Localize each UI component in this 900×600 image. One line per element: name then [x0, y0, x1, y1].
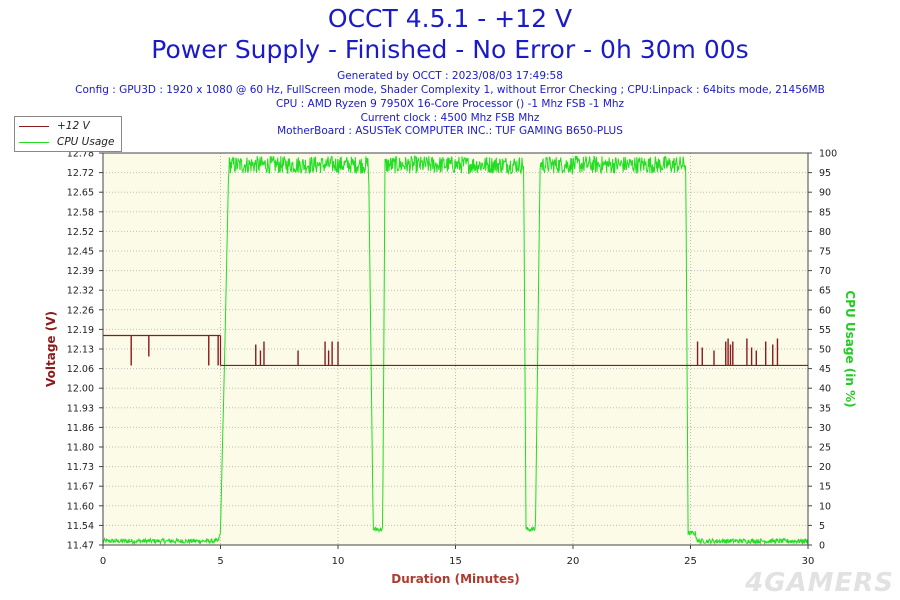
cpu-usage-line: [102, 155, 809, 546]
legend-item-cpu: CPU Usage: [19, 135, 114, 149]
chart-title-line1: OCCT 4.5.1 - +12 V: [327, 4, 573, 33]
y-tick-label: 11.93: [67, 403, 94, 414]
y-tick-label: 11.73: [67, 462, 94, 473]
x-axis-ticks: 0 5 10 15 20 25 30: [100, 545, 815, 567]
y-tick-label: 11.86: [67, 423, 94, 434]
y2-tick-label: 10: [819, 501, 831, 512]
motherboard-info: MotherBoard : ASUSTeK COMPUTER INC.: TUF…: [277, 125, 623, 137]
y2-tick-label: 45: [819, 364, 831, 375]
y2-tick-label: 60: [819, 305, 831, 316]
y2-tick-label: 75: [819, 247, 831, 258]
y-tick-label: 11.47: [67, 541, 94, 552]
clock-info: Current clock : 4500 Mhz FSB Mhz: [360, 112, 540, 124]
legend-swatch-cpu: [19, 141, 49, 143]
y2-tick-label: 0: [819, 541, 825, 552]
y2-tick-label: 65: [819, 286, 831, 297]
y-tick-label: 12.13: [67, 345, 94, 356]
plot-frame: [102, 152, 809, 546]
y-tick-label: 11.80: [67, 443, 94, 454]
y-tick-label: 12.72: [67, 168, 94, 179]
y-tick-label: 12.39: [67, 266, 94, 277]
y-tick-label: 12.58: [67, 207, 94, 218]
y2-tick-label: 5: [819, 521, 825, 532]
x-tick-label: 5: [217, 556, 223, 567]
watermark-logo: 4GAMERS: [745, 568, 894, 598]
y2-tick-label: 35: [819, 403, 831, 414]
y-tick-label: 12.78: [67, 149, 94, 160]
y-tick-label: 12.45: [67, 247, 94, 258]
y2-tick-label: 55: [819, 325, 831, 336]
y2-axis-ticks: 0 5 10 15 20 25 30 35 40 45 50 55 60 65 70 75 80 85 90 95 10…: [808, 149, 837, 552]
cpu-usage-series: [102, 155, 809, 546]
y2-tick-label: 15: [819, 482, 831, 493]
y2-tick-label: 40: [819, 384, 831, 395]
y-axis-ticks: 11.47 11.54 11.60 11.67 11.73 11.80 11.86 11.93…: [67, 149, 103, 552]
x-tick-label: 10: [332, 556, 345, 567]
x-tick-label: 30: [802, 556, 815, 567]
y-tick-label: 11.54: [67, 521, 94, 532]
x-tick-label: 15: [449, 556, 462, 567]
y2-tick-label: 80: [819, 227, 831, 238]
y-tick-label: 11.60: [67, 501, 94, 512]
y-tick-label: 12.52: [67, 227, 94, 238]
y2-tick-label: 70: [819, 266, 831, 277]
y-axis-label: Voltage (V): [44, 311, 58, 387]
y-tick-label: 12.00: [67, 384, 94, 395]
chart-legend: +12 V CPU Usage: [14, 116, 122, 152]
y-tick-label: 12.65: [67, 188, 94, 199]
x-tick-label: 0: [100, 556, 106, 567]
y2-axis-label: CPU Usage (in %): [843, 290, 857, 407]
legend-label-voltage: +12 V: [57, 120, 90, 132]
y2-tick-label: 85: [819, 207, 831, 218]
y2-tick-label: 50: [819, 345, 831, 356]
legend-swatch-voltage: [19, 125, 49, 127]
x-tick-label: 20: [567, 556, 580, 567]
legend-item-voltage: +12 V: [19, 119, 90, 133]
chart-title-line2: Power Supply - Finished - No Error - 0h …: [151, 35, 749, 64]
cpu-info: CPU : AMD Ryzen 9 7950X 16-Core Processo…: [275, 98, 625, 110]
legend-label-cpu: CPU Usage: [57, 136, 115, 148]
y2-tick-label: 20: [819, 462, 831, 473]
x-tick-label: 25: [684, 556, 697, 567]
x-axis-label: Duration (Minutes): [391, 572, 519, 586]
y2-tick-label: 30: [819, 423, 831, 434]
y-tick-label: 12.32: [67, 286, 94, 297]
y-tick-label: 12.19: [67, 325, 94, 336]
y2-tick-label: 90: [819, 188, 831, 199]
y2-tick-label: 25: [819, 443, 831, 454]
y-tick-label: 12.06: [67, 364, 94, 375]
y2-tick-label: 100: [819, 149, 837, 160]
y-tick-label: 12.26: [67, 305, 94, 316]
y2-tick-label: 95: [819, 168, 831, 179]
y-tick-label: 11.67: [67, 482, 94, 493]
config-info: Config : GPU3D : 1920 x 1080 @ 60 Hz, Fu…: [75, 84, 825, 96]
generated-info: Generated by OCCT : 2023/08/03 17:49:58: [337, 70, 563, 82]
voltage-series: [103, 334, 808, 367]
